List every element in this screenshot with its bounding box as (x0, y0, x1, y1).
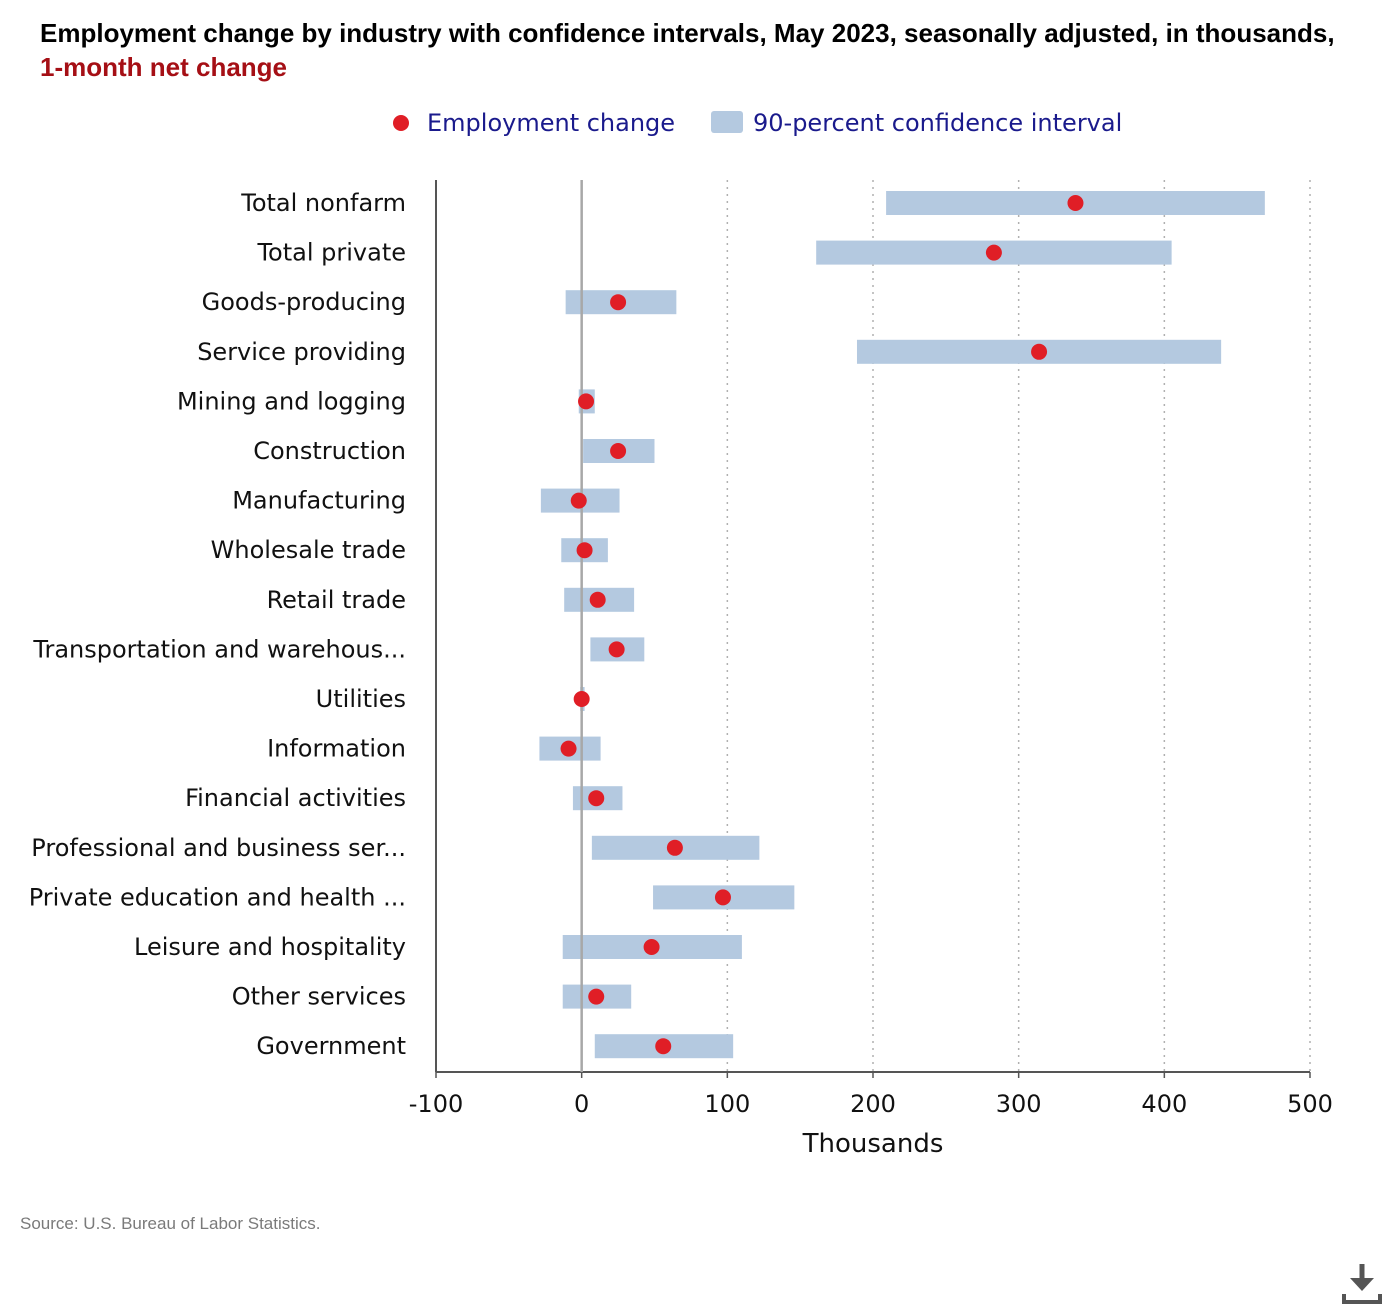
category-label: Service providing (197, 338, 406, 366)
grid-lines (726, 180, 1311, 1072)
employment-change-point (666, 839, 683, 856)
change-points (560, 195, 1084, 1055)
employment-change-point (714, 889, 731, 906)
x-tick-label: 300 (996, 1090, 1042, 1118)
employment-change-point (610, 443, 627, 459)
category-label: Financial activities (185, 784, 406, 812)
x-axis-label: Thousands (802, 1129, 944, 1159)
category-label: Construction (253, 437, 406, 465)
x-tick-label: 0 (574, 1090, 589, 1118)
category-label: Retail trade (267, 586, 406, 614)
category-label: Leisure and hospitality (134, 933, 406, 961)
category-labels: Total nonfarm Total private Goods-producin… (29, 189, 406, 1060)
employment-change-point (655, 1038, 672, 1055)
employment-change-point (589, 591, 606, 608)
title-highlight: 1-month net change (40, 52, 288, 82)
employment-change-point (578, 393, 595, 410)
legend-label-confidence-interval: 90-percent confidence interval (753, 109, 1122, 137)
category-label: Information (267, 735, 406, 763)
employment-change-point (985, 244, 1002, 261)
category-label: Professional and business ser... (31, 834, 406, 862)
category-label: Other services (232, 983, 406, 1011)
legend[interactable]: Employment change 90-percent confidence i… (393, 109, 1122, 137)
category-label: Goods-producing (202, 288, 406, 316)
employment-change-point (1067, 195, 1084, 211)
x-tick-label: 100 (704, 1090, 750, 1118)
employment-change-point (560, 740, 577, 757)
x-tick-labels: -100 0 100 200 300 400 500 (409, 1090, 1333, 1118)
legend-point-icon (393, 115, 409, 131)
category-label: Manufacturing (232, 487, 406, 515)
category-label: Wholesale trade (211, 536, 406, 564)
chart-canvas: Employment change 90-percent confidence i… (29, 109, 1333, 1159)
download-icon[interactable] (1340, 1258, 1384, 1306)
x-tick-label: -100 (409, 1090, 463, 1118)
employment-change-point (608, 641, 625, 658)
x-tick-label: 500 (1287, 1090, 1333, 1118)
interval-bars (539, 191, 1265, 1059)
employment-change-point (610, 294, 627, 311)
category-label: Total nonfarm (240, 189, 406, 217)
category-label: Transportation and warehous... (32, 635, 406, 663)
employment-change-point (570, 492, 587, 509)
x-tick-label: 200 (850, 1090, 896, 1118)
x-tick-label: 400 (1141, 1090, 1187, 1118)
category-label: Utilities (316, 685, 406, 713)
chart-title: Employment change by industry with confi… (40, 16, 1360, 84)
category-label: Private education and health ... (29, 883, 406, 911)
employment-change-point (643, 939, 660, 955)
category-label: Mining and logging (177, 387, 406, 415)
legend-interval-icon (711, 111, 743, 133)
title-main: Employment change by industry with confi… (40, 18, 1335, 48)
employment-change-point (1031, 343, 1048, 360)
category-label: Government (256, 1032, 406, 1060)
employment-change-point (576, 542, 593, 559)
axes (435, 180, 1311, 1078)
source-note: Source: U.S. Bureau of Labor Statistics. (20, 1214, 321, 1233)
employment-change-point (573, 691, 590, 707)
employment-change-point (588, 790, 605, 807)
category-label: Total private (256, 239, 406, 267)
employment-change-point (588, 988, 605, 1005)
legend-label-employment-change: Employment change (427, 109, 675, 137)
